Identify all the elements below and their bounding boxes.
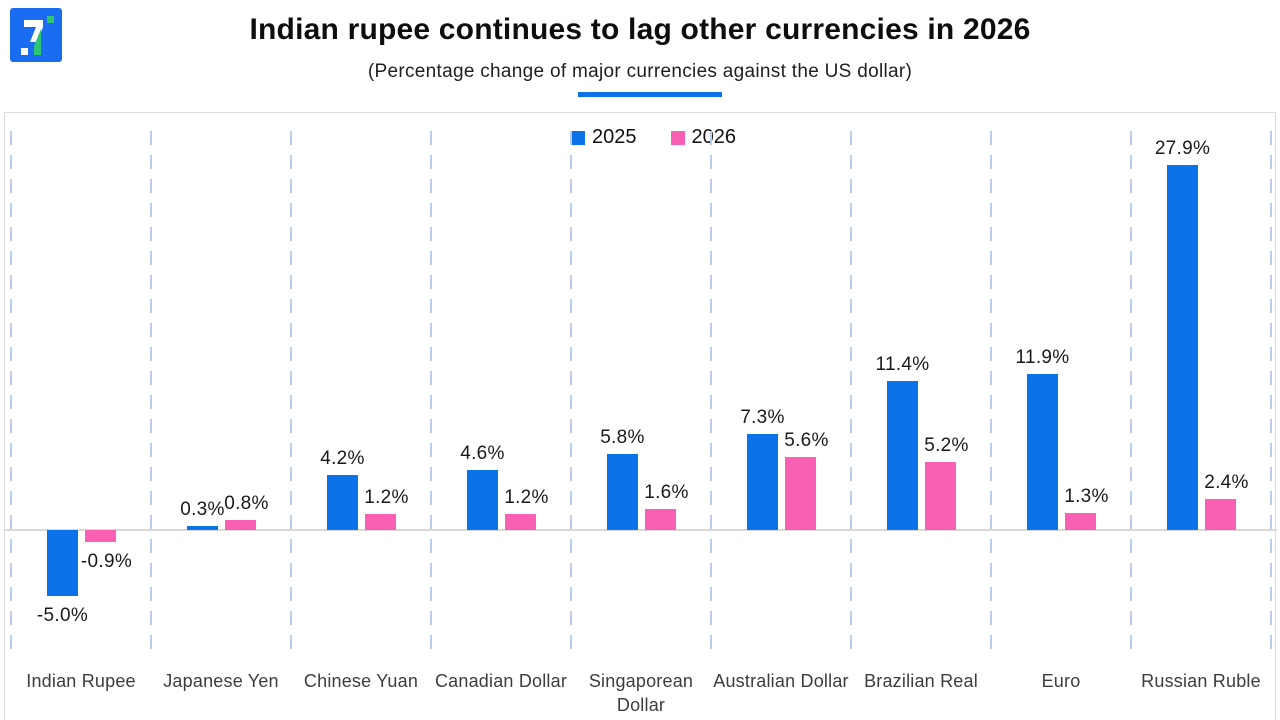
value-label-2025-japanese-yen: 0.3%	[180, 499, 225, 521]
category-label-japanese-yen: Japanese Yen	[163, 671, 279, 691]
bar-2025-japanese-yen	[187, 526, 218, 530]
bar-2026-canadian-dollar	[505, 514, 536, 530]
vertical-gridline	[1270, 131, 1272, 653]
header: Indian rupee continues to lag other curr…	[0, 0, 1280, 112]
value-label-2026-australian-dollar: 5.6%	[784, 429, 829, 451]
bar-2026-chinese-yuan	[365, 514, 396, 530]
vertical-gridline	[150, 131, 152, 653]
legend-label: 2025	[592, 126, 637, 148]
plot-area: 2025 2026 -5.0% -0.9% Indian Rupee 0.3% 0.8% J…	[4, 112, 1277, 720]
legend-swatch-icon	[571, 130, 585, 145]
value-label-2025-chinese-yuan: 4.2%	[320, 447, 365, 469]
category-label-brazilian-real: Brazilian Real	[864, 671, 978, 691]
value-label-2026-euro: 1.3%	[1064, 485, 1109, 507]
title-underline	[578, 92, 722, 97]
bar-2026-australian-dollar	[785, 456, 816, 530]
vertical-gridline	[10, 131, 12, 653]
vertical-gridline	[570, 131, 572, 653]
bar-2026-japanese-yen	[225, 519, 256, 530]
legend-swatch-icon	[670, 130, 685, 145]
category-label-chinese-yuan: Chinese Yuan	[303, 671, 419, 691]
category-label-indian-rupee: Indian Rupee	[26, 671, 136, 691]
bar-2026-euro	[1065, 512, 1096, 530]
bar-2025-brazilian-real	[887, 380, 918, 530]
page-title: Indian rupee continues to lag other curr…	[249, 13, 1031, 46]
bar-2026-russian-ruble	[1205, 498, 1236, 530]
value-label-2026-japanese-yen: 0.8%	[224, 492, 269, 514]
page-subtitle: (Percentage change of major currencies a…	[367, 61, 913, 82]
legend-item-2026: 2026	[670, 126, 737, 149]
vertical-gridline	[430, 131, 432, 653]
value-label-2025-singaporean-dollar: 5.8%	[600, 427, 645, 449]
value-label-2026-chinese-yuan: 1.2%	[364, 487, 409, 509]
bar-2026-singaporean-dollar	[645, 509, 676, 530]
vertical-gridline	[290, 131, 292, 653]
legend: 2025 2026	[571, 126, 736, 149]
value-label-2026-russian-ruble: 2.4%	[1204, 471, 1249, 493]
bar-2025-canadian-dollar	[467, 469, 498, 530]
bar-2026-brazilian-real	[925, 461, 956, 530]
zero-baseline	[5, 529, 1277, 531]
value-label-2025-australian-dollar: 7.3%	[740, 407, 785, 429]
bar-2025-australian-dollar	[747, 434, 778, 530]
legend-item-2025: 2025	[571, 126, 637, 149]
bar-2025-singaporean-dollar	[607, 454, 638, 530]
category-label-australian-dollar: Australian Dollar	[713, 671, 849, 691]
bar-2025-chinese-yuan	[327, 474, 358, 530]
legend-label: 2026	[691, 126, 737, 148]
value-label-2025-russian-ruble: 27.9%	[1154, 137, 1211, 159]
category-label-russian-ruble: Russian Ruble	[1141, 671, 1261, 691]
value-label-2025-canadian-dollar: 4.6%	[460, 442, 505, 464]
brand-logo	[10, 8, 62, 62]
bar-2025-russian-ruble	[1167, 164, 1198, 530]
vertical-gridline	[710, 131, 712, 653]
value-label-2025-indian-rupee: -5.0%	[36, 604, 89, 626]
brand-logo-icon	[10, 8, 62, 62]
category-label-euro: Euro	[1041, 671, 1081, 691]
category-label-singaporean-dollar: Singaporean Dollar	[588, 671, 694, 715]
bar-2026-indian-rupee	[85, 530, 116, 542]
value-label-2025-brazilian-real: 11.4%	[875, 353, 930, 375]
value-label-2025-euro: 11.9%	[1015, 347, 1070, 369]
bar-2025-indian-rupee	[47, 530, 78, 596]
value-label-2026-brazilian-real: 5.2%	[924, 434, 969, 456]
vertical-gridline	[990, 131, 992, 653]
value-label-2026-indian-rupee: -0.9%	[80, 550, 133, 572]
vertical-gridline	[1130, 131, 1132, 653]
value-label-2026-singaporean-dollar: 1.6%	[644, 482, 689, 504]
bar-2025-euro	[1027, 374, 1058, 530]
value-label-2026-canadian-dollar: 1.2%	[504, 487, 549, 509]
category-label-canadian-dollar: Canadian Dollar	[434, 671, 568, 691]
vertical-gridline	[850, 131, 852, 653]
